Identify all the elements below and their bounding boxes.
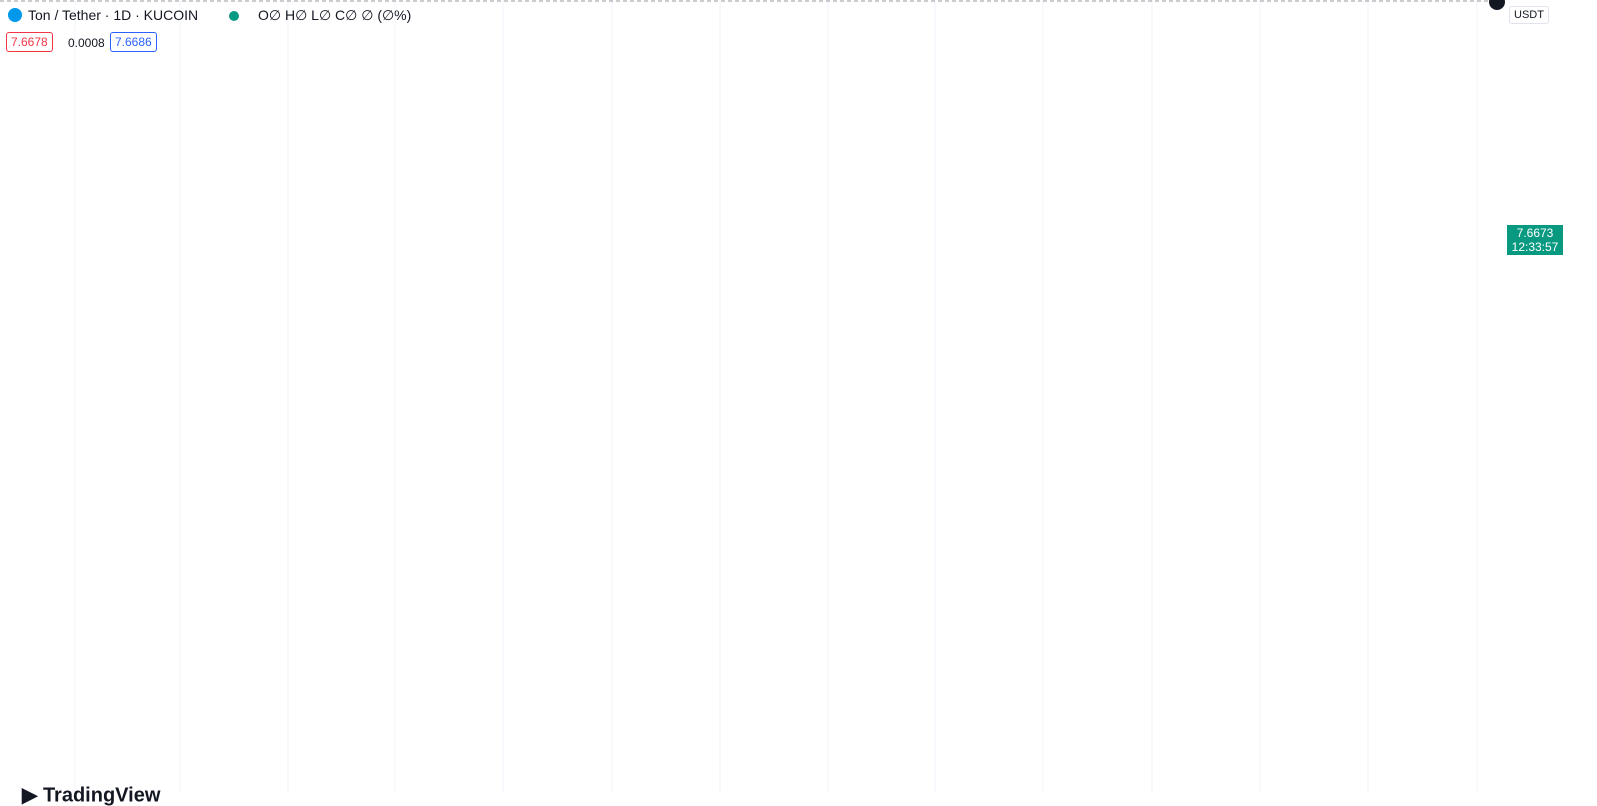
- logo: ▶ TradingView: [21, 784, 161, 806]
- ohlc: O∅ H∅ L∅ C∅ ∅ (∅%): [258, 7, 412, 23]
- bid[interactable]: 7.6678: [6, 32, 53, 52]
- time-grid: [74, 0, 1478, 792]
- ask[interactable]: 7.6686: [110, 32, 157, 52]
- currency[interactable]: USDT: [1509, 6, 1549, 24]
- countdown: 12:33:57: [1511, 239, 1559, 254]
- settings-icon[interactable]: [1489, 0, 1505, 10]
- coin-icon: [8, 8, 22, 22]
- last-price-label: 7.6673 12:33:57: [1507, 224, 1563, 255]
- status-dot: [229, 11, 239, 21]
- spread: 0.0008: [68, 36, 105, 50]
- last-price: 7.6673: [1516, 225, 1554, 240]
- symbol-title[interactable]: Ton / Tether · 1D · KUCOIN: [28, 7, 199, 23]
